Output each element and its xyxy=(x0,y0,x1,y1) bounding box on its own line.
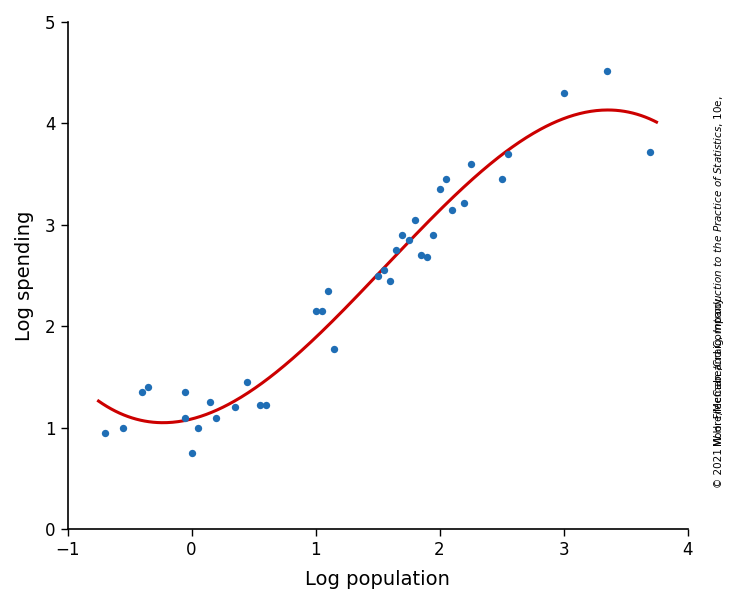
Point xyxy=(322,286,334,295)
Point xyxy=(465,159,477,169)
Point xyxy=(316,306,328,316)
Point xyxy=(409,215,421,225)
Point xyxy=(644,147,656,156)
Point xyxy=(396,230,408,240)
X-axis label: Log population: Log population xyxy=(305,570,450,589)
Point xyxy=(118,423,130,432)
Point xyxy=(601,66,613,76)
Point xyxy=(428,230,440,240)
Point xyxy=(99,428,111,437)
Point xyxy=(229,402,241,412)
Point xyxy=(458,198,470,207)
Point xyxy=(421,252,433,262)
Point xyxy=(446,205,458,214)
Point xyxy=(180,387,191,397)
Point xyxy=(390,245,402,255)
Point xyxy=(328,344,340,353)
Point xyxy=(136,387,148,397)
Point xyxy=(434,184,446,194)
Point xyxy=(191,423,203,432)
Point xyxy=(210,413,222,422)
Point xyxy=(378,266,390,275)
Y-axis label: Log spending: Log spending xyxy=(15,210,34,341)
Point xyxy=(180,413,191,422)
Point xyxy=(372,271,384,280)
Point xyxy=(186,448,197,458)
Point xyxy=(415,251,427,260)
Point xyxy=(241,377,253,387)
Point xyxy=(254,400,266,410)
Point xyxy=(495,175,507,184)
Text: © 2021 W.H. Freeman and Company: © 2021 W.H. Freeman and Company xyxy=(714,297,724,488)
Point xyxy=(142,382,154,392)
Point xyxy=(260,400,272,410)
Point xyxy=(384,276,396,286)
Text: Moore/McCabe/Craig, $\mathit{Introduction\ to\ the\ Practice\ of\ Statistics}$, : Moore/McCabe/Craig, $\mathit{Introductio… xyxy=(712,96,726,448)
Point xyxy=(440,175,451,184)
Point xyxy=(402,235,414,245)
Point xyxy=(501,149,513,159)
Point xyxy=(557,88,569,98)
Point xyxy=(310,306,322,316)
Point xyxy=(204,397,216,407)
